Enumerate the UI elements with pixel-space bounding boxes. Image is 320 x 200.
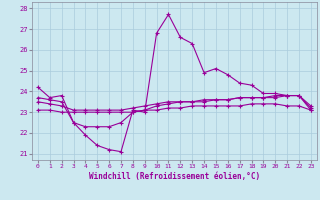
X-axis label: Windchill (Refroidissement éolien,°C): Windchill (Refroidissement éolien,°C) xyxy=(89,172,260,181)
